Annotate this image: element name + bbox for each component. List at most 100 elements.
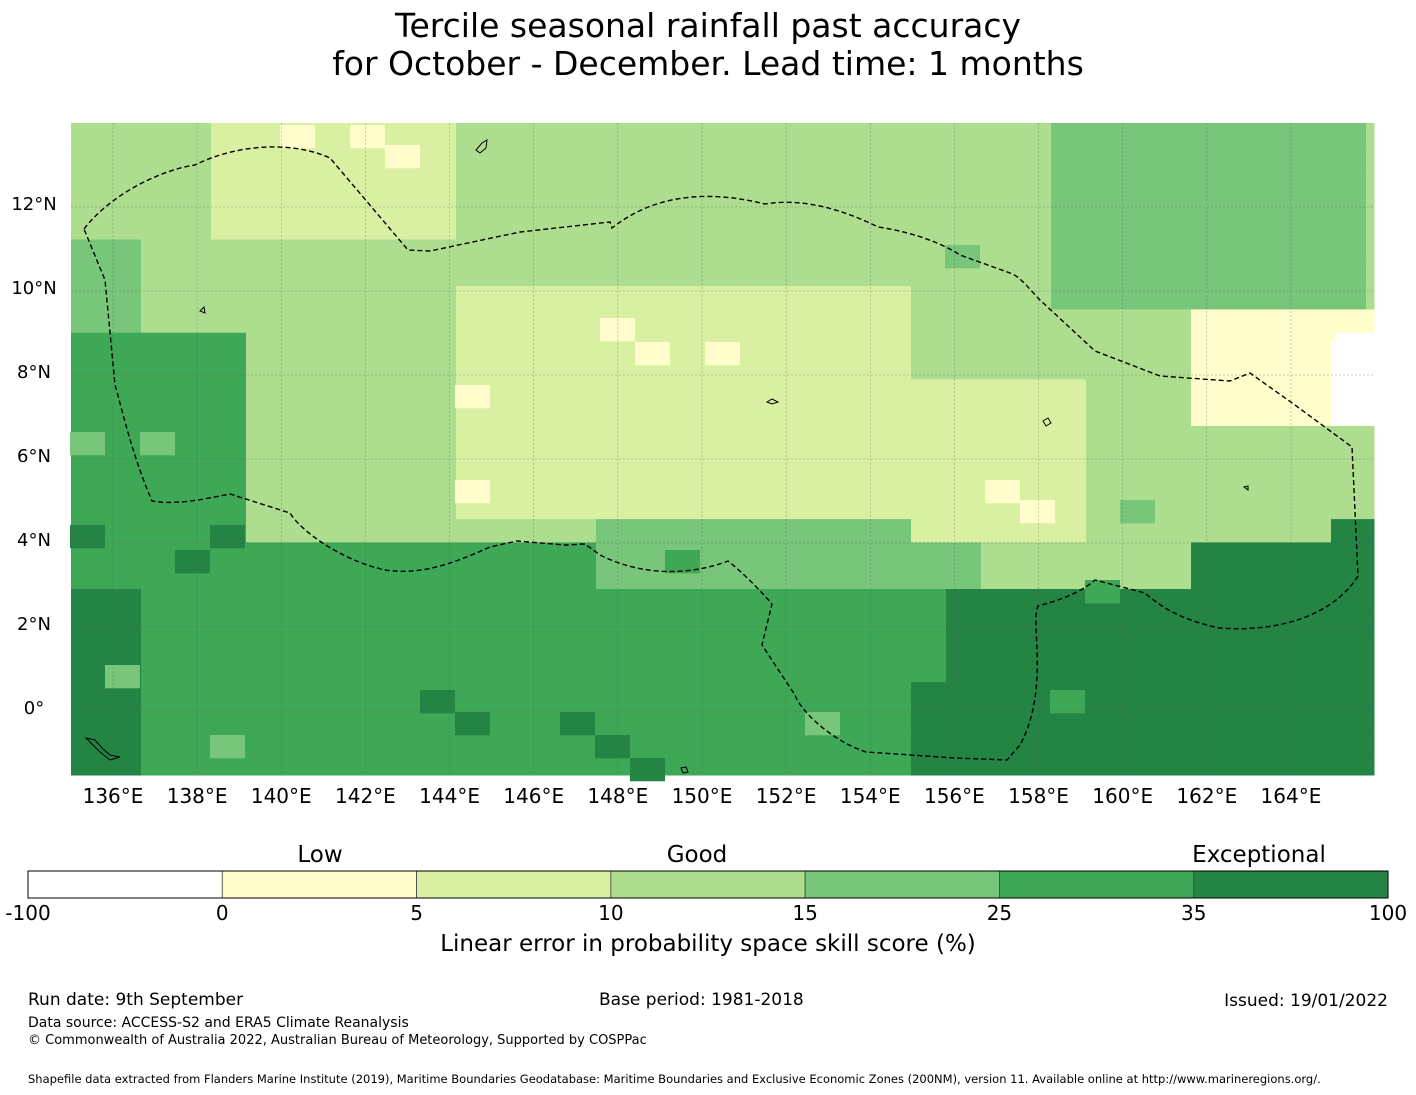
grid-cell	[631, 635, 667, 660]
grid-cell	[596, 658, 632, 683]
grid-cell	[1191, 658, 1227, 683]
grid-cell	[1296, 519, 1332, 543]
grid-cell	[1331, 402, 1367, 427]
grid-cell	[1156, 565, 1192, 590]
grid-cell	[1121, 658, 1157, 683]
grid-cell	[1156, 589, 1192, 613]
grid-cell	[246, 169, 282, 194]
grid-cell	[876, 449, 912, 473]
grid-cell	[666, 332, 702, 357]
grid-cell	[351, 192, 387, 217]
grid-cell	[596, 449, 632, 473]
grid-cell	[666, 216, 702, 240]
grid-cell	[771, 239, 807, 264]
grid-cell	[1051, 495, 1087, 520]
grid-cell	[351, 612, 387, 637]
grid-cell	[1261, 216, 1297, 240]
grid-cell	[876, 286, 912, 310]
grid-cell	[1156, 472, 1192, 497]
grid-cell	[1016, 216, 1052, 240]
grid-cell	[246, 658, 282, 683]
grid-cell	[71, 589, 107, 613]
grid-cell	[1156, 449, 1192, 473]
grid-cell	[491, 658, 527, 683]
grid-cell	[596, 146, 632, 171]
grid-cell	[211, 169, 247, 194]
grid-cell	[141, 542, 177, 567]
grid-cell	[841, 402, 877, 427]
grid-cell	[421, 565, 457, 590]
grid-cell	[491, 356, 527, 380]
grid-cell	[631, 449, 667, 473]
grid-cell	[106, 449, 142, 473]
grid-cell	[1051, 472, 1087, 497]
grid-cell	[771, 309, 807, 334]
grid-cell	[281, 635, 317, 660]
grid-cell	[701, 379, 737, 404]
grid-cell	[1086, 309, 1122, 334]
grid-cell	[1086, 728, 1122, 753]
grid-cell	[736, 309, 772, 334]
grid-cell	[1296, 542, 1332, 567]
grid-cell	[946, 356, 982, 380]
grid-cell	[456, 216, 492, 240]
grid-cell	[1016, 658, 1052, 683]
grid-cell	[701, 728, 737, 753]
grid-cell	[806, 192, 842, 217]
grid-cell	[1051, 332, 1087, 357]
grid-cell	[1366, 262, 1375, 287]
grid-cell	[771, 356, 807, 380]
grid-cell	[1366, 123, 1375, 147]
grid-cell	[561, 402, 597, 427]
grid-cell	[631, 379, 667, 404]
colorbar-tick-label: 25	[986, 901, 1013, 925]
grid-cell	[736, 332, 772, 357]
grid-cell	[106, 728, 142, 753]
grid-cell	[351, 635, 387, 660]
grid-cell	[1296, 752, 1332, 776]
grid-cell	[1121, 705, 1157, 730]
grid-cell	[841, 728, 877, 753]
grid-cell	[246, 635, 282, 660]
grid-cell	[1261, 519, 1297, 543]
grid-cell	[281, 309, 317, 334]
grid-cell	[736, 542, 772, 567]
x-tick-label: 158°E	[1008, 784, 1069, 808]
grid-cell	[526, 449, 562, 473]
grid-cell	[1261, 752, 1297, 776]
grid-cell	[141, 332, 177, 357]
grid-cell	[1226, 216, 1262, 240]
grid-cell	[911, 169, 947, 194]
grid-cell	[1086, 262, 1122, 287]
grid-cell	[421, 356, 457, 380]
grid-cell	[1260, 342, 1295, 366]
grid-cell	[876, 589, 912, 613]
grid-cell	[771, 589, 807, 613]
grid-cell	[1016, 192, 1052, 217]
grid-cell	[1156, 402, 1192, 427]
grid-cell	[1156, 286, 1192, 310]
grid-cell	[666, 752, 702, 776]
grid-cell	[386, 449, 422, 473]
grid-cell	[841, 309, 877, 334]
grid-cell	[841, 379, 877, 404]
grid-cell	[1331, 495, 1367, 520]
grid-cell	[1366, 589, 1375, 613]
grid-cell	[701, 635, 737, 660]
grid-cell	[281, 169, 317, 194]
grid-cell	[666, 309, 702, 334]
grid-cell	[1016, 589, 1052, 613]
island-yap	[199, 305, 206, 314]
grid-cell	[631, 682, 667, 706]
grid-cell	[1016, 472, 1052, 497]
shapefile-credit: Shapefile data extracted from Flanders M…	[28, 1072, 1321, 1086]
grid-cell	[351, 356, 387, 380]
grid-cell	[526, 402, 562, 427]
grid-cell	[666, 286, 702, 310]
grid-cell	[876, 309, 912, 334]
grid-cell	[281, 332, 317, 357]
grid-cell	[981, 146, 1017, 171]
grid-cell	[946, 542, 982, 567]
grid-cell	[1226, 682, 1262, 706]
grid-cell	[386, 123, 422, 147]
